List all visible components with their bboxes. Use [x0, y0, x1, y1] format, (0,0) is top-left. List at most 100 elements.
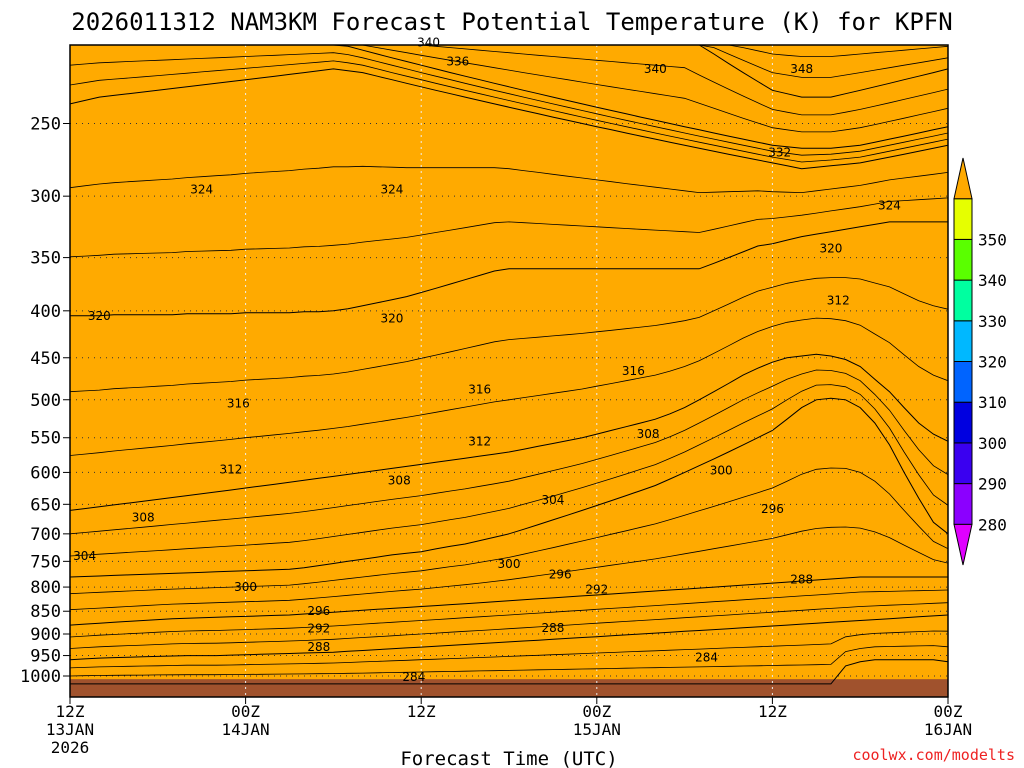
- contour-line: [70, 45, 948, 116]
- contour-label: 312: [468, 434, 491, 448]
- contour-line: [70, 68, 948, 170]
- y-tick-label: 600: [30, 463, 61, 483]
- x-tick-label: 00Z: [231, 702, 260, 721]
- contour-line: [70, 221, 948, 317]
- contour-label: 316: [468, 382, 491, 396]
- contour-line: [70, 614, 948, 661]
- colorbar-label: 280: [978, 515, 1007, 534]
- contour-label: 332: [768, 146, 791, 160]
- contour-labels: 340 336 340 348 332 324 324 324 320 312 320 320 316 3…: [73, 35, 901, 684]
- colorbar-segment: [953, 157, 973, 200]
- plot-frame: [69, 44, 949, 698]
- y-tick-label: 1000: [20, 667, 61, 687]
- contour-label: 336: [446, 55, 469, 69]
- y-tick-label: 300: [30, 187, 61, 207]
- colorbar-segment: [953, 198, 973, 240]
- y-tick-label: 950: [30, 647, 61, 667]
- y-tick-label: 800: [30, 578, 61, 598]
- colorbar-label: 330: [978, 312, 1007, 331]
- y-tick-label: 400: [30, 302, 61, 322]
- contour-label: 320: [380, 312, 403, 326]
- x-axis-title: Forecast Time (UTC): [400, 748, 617, 768]
- contour-label: 304: [541, 493, 564, 507]
- contour-line: [70, 369, 948, 535]
- x-tick-label: 00Z: [934, 702, 963, 721]
- colorbar-label: 300: [978, 434, 1007, 453]
- colorbar-label: 320: [978, 353, 1007, 372]
- colorbar-segment: [953, 279, 973, 322]
- colorbar-label: 350: [978, 230, 1007, 249]
- contour-line: [70, 526, 948, 611]
- contour-label: 300: [710, 463, 733, 477]
- contour-label: 292: [585, 583, 608, 597]
- contour-label: 296: [307, 604, 330, 618]
- x-tick-label: 12Z: [407, 702, 436, 721]
- contour-label: 312: [220, 463, 243, 477]
- contour-label: 316: [227, 397, 250, 411]
- x-tick-label: 13JAN: [46, 720, 94, 739]
- contour-label: 308: [637, 427, 660, 441]
- contour-label: 300: [498, 557, 521, 571]
- contour-label: 308: [132, 511, 155, 525]
- contour-line: [70, 353, 948, 511]
- contour-label: 288: [541, 621, 564, 635]
- contour-line: [70, 45, 948, 57]
- y-tick-label: 550: [30, 429, 61, 449]
- colorbar-segment: [953, 320, 973, 362]
- contour-line: [70, 630, 948, 669]
- x-tick-label: 00Z: [582, 702, 611, 721]
- contour-line: [70, 384, 948, 557]
- surface-fill: [70, 679, 948, 697]
- contour-lines: [70, 45, 948, 685]
- contour-label: 288: [790, 573, 813, 587]
- contour-line: [70, 602, 948, 649]
- x-tick-label: 12Z: [56, 702, 85, 721]
- y-tick-label: 450: [30, 349, 61, 369]
- y-tick-label: 900: [30, 625, 61, 645]
- contour-line: [70, 645, 948, 677]
- contour-label: 300: [234, 580, 257, 594]
- y-tick-label: 500: [30, 391, 61, 411]
- contour-line: [70, 45, 948, 98]
- colorbar-segment: [953, 442, 973, 485]
- contour-line: [70, 45, 948, 133]
- contour-line: [70, 576, 948, 626]
- filled-contour-layers: [70, 45, 948, 697]
- y-tick-label: 700: [30, 525, 61, 545]
- contour-label: 292: [307, 622, 330, 636]
- contour-line: [70, 397, 948, 578]
- x-tick-label: 2026: [51, 738, 90, 757]
- contour-label: 304: [73, 549, 96, 563]
- contour-label: 296: [761, 502, 784, 516]
- contour-label: 320: [819, 241, 842, 255]
- contour-line: [70, 589, 948, 638]
- contour-label: 340: [417, 35, 440, 49]
- contour-line: [70, 197, 948, 258]
- contour-line: [70, 52, 948, 156]
- colorbar-label: 290: [978, 475, 1007, 494]
- contour-label: 348: [790, 62, 813, 76]
- contour-label: 296: [549, 567, 572, 581]
- contour-line: [70, 317, 948, 456]
- contour-line: [70, 60, 948, 163]
- chart-title: 2026011312 NAM3KM Forecast Potential Tem…: [71, 8, 952, 36]
- layer-350: [70, 45, 948, 697]
- contour-line: [70, 467, 948, 595]
- y-tick-label: 650: [30, 495, 61, 515]
- contour-label: 324: [380, 182, 403, 196]
- colorbar-segment: [953, 361, 973, 403]
- contour-label: 324: [878, 198, 901, 212]
- colorbar-segment: [953, 238, 973, 281]
- x-tick-label: 14JAN: [222, 720, 270, 739]
- contour-label: 284: [402, 670, 425, 684]
- y-tick-label: 350: [30, 249, 61, 269]
- contour-label: 284: [695, 651, 718, 665]
- contour-line: [70, 45, 948, 149]
- credit-text: coolwx.com/modelts: [852, 746, 1015, 764]
- contour-label: 312: [827, 294, 850, 308]
- contour-line: [70, 277, 948, 393]
- contour-line: [70, 45, 948, 78]
- y-axis: 250 300 350 400 450 500 550 600 650 700 750 800 850 9…: [20, 115, 70, 687]
- colorbar-label: 310: [978, 393, 1007, 412]
